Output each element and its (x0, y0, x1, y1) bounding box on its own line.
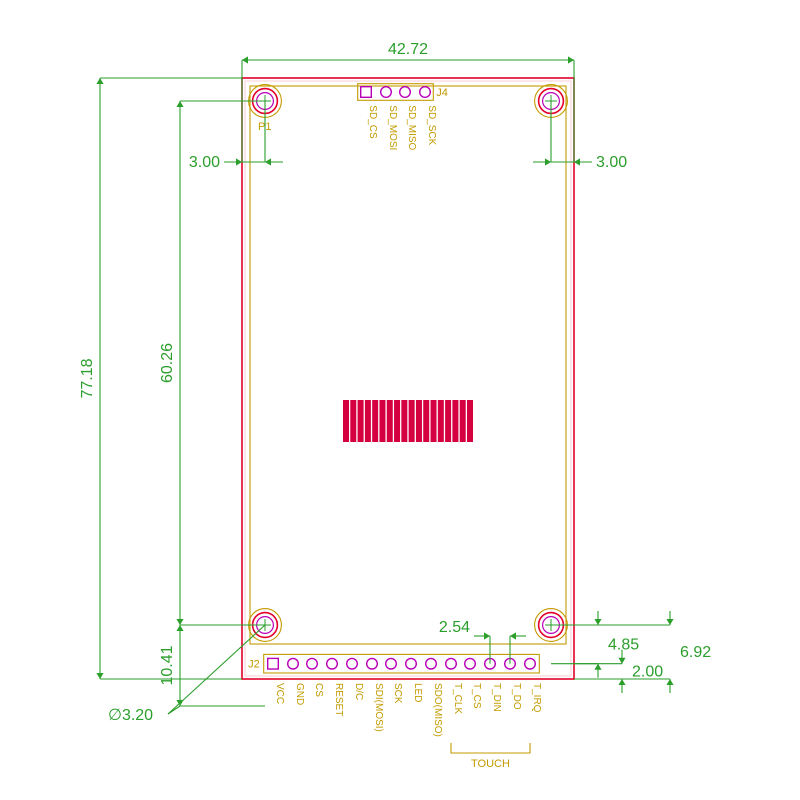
j2-label-10: T_CLK (452, 683, 463, 714)
dim-pitch: 2.54 (439, 619, 470, 636)
ref-j2: J2 (248, 659, 260, 671)
board-outline (242, 78, 574, 679)
j2-pin-3 (307, 658, 318, 669)
j4-pin-1 (361, 87, 372, 98)
j2-label-6: SDI(MOSI) (373, 683, 384, 732)
svg-text:2.00: 2.00 (632, 663, 663, 680)
j2-label-5: D/C (353, 683, 364, 700)
touch-group-label: TOUCH (471, 758, 510, 770)
j4-label-1: SD_CS (367, 105, 378, 139)
svg-text:42.72: 42.72 (388, 41, 428, 58)
j2-pin-9 (426, 658, 437, 669)
j2-pin-1 (268, 658, 279, 669)
j2-pin-8 (406, 658, 417, 669)
j4-label-4: SD_SCK (426, 105, 437, 145)
j2-label-7: SCK (392, 683, 403, 704)
j2-label-3: CS (313, 683, 324, 697)
j4-pin-2 (381, 87, 392, 98)
j2-pin-2 (288, 658, 299, 669)
ref-j4: J4 (436, 87, 448, 99)
dim-hole-dia: ∅3.20 (108, 707, 153, 724)
j2-pin-11 (465, 658, 476, 669)
j2-pin-4 (327, 658, 338, 669)
j4-pin-3 (400, 87, 411, 98)
j2-pin-10 (446, 658, 457, 669)
j2-pin-7 (386, 658, 397, 669)
j4-label-2: SD_MOSI (387, 105, 398, 150)
j2-pin-5 (347, 658, 358, 669)
j2-label-2: GND (294, 683, 305, 705)
j2-label-13: T_DO (511, 683, 522, 710)
svg-text:60.26: 60.26 (159, 343, 176, 383)
svg-text:3.00: 3.00 (596, 154, 627, 171)
svg-text:77.18: 77.18 (79, 358, 96, 398)
silk-inner-rect (250, 86, 566, 644)
svg-text:10.41: 10.41 (159, 645, 176, 685)
svg-text:3.00: 3.00 (189, 154, 220, 171)
svg-text:4.85: 4.85 (608, 636, 639, 653)
svg-text:6.92: 6.92 (680, 644, 711, 661)
j2-label-1: VCC (274, 683, 285, 704)
j2-pin-14 (525, 658, 536, 669)
j2-label-4: RESET (333, 683, 344, 716)
j2-label-11: T_CS (471, 683, 482, 709)
j2-label-9: SDO(MISO) (432, 683, 443, 737)
j2-label-12: T_DIN (491, 683, 502, 712)
j4-label-3: SD_MISO (406, 105, 417, 150)
j2-label-8: LED (412, 683, 423, 702)
j4-pin-4 (420, 87, 431, 98)
j2-pin-6 (367, 658, 378, 669)
j2-label-14: T_IRQ (531, 683, 542, 713)
